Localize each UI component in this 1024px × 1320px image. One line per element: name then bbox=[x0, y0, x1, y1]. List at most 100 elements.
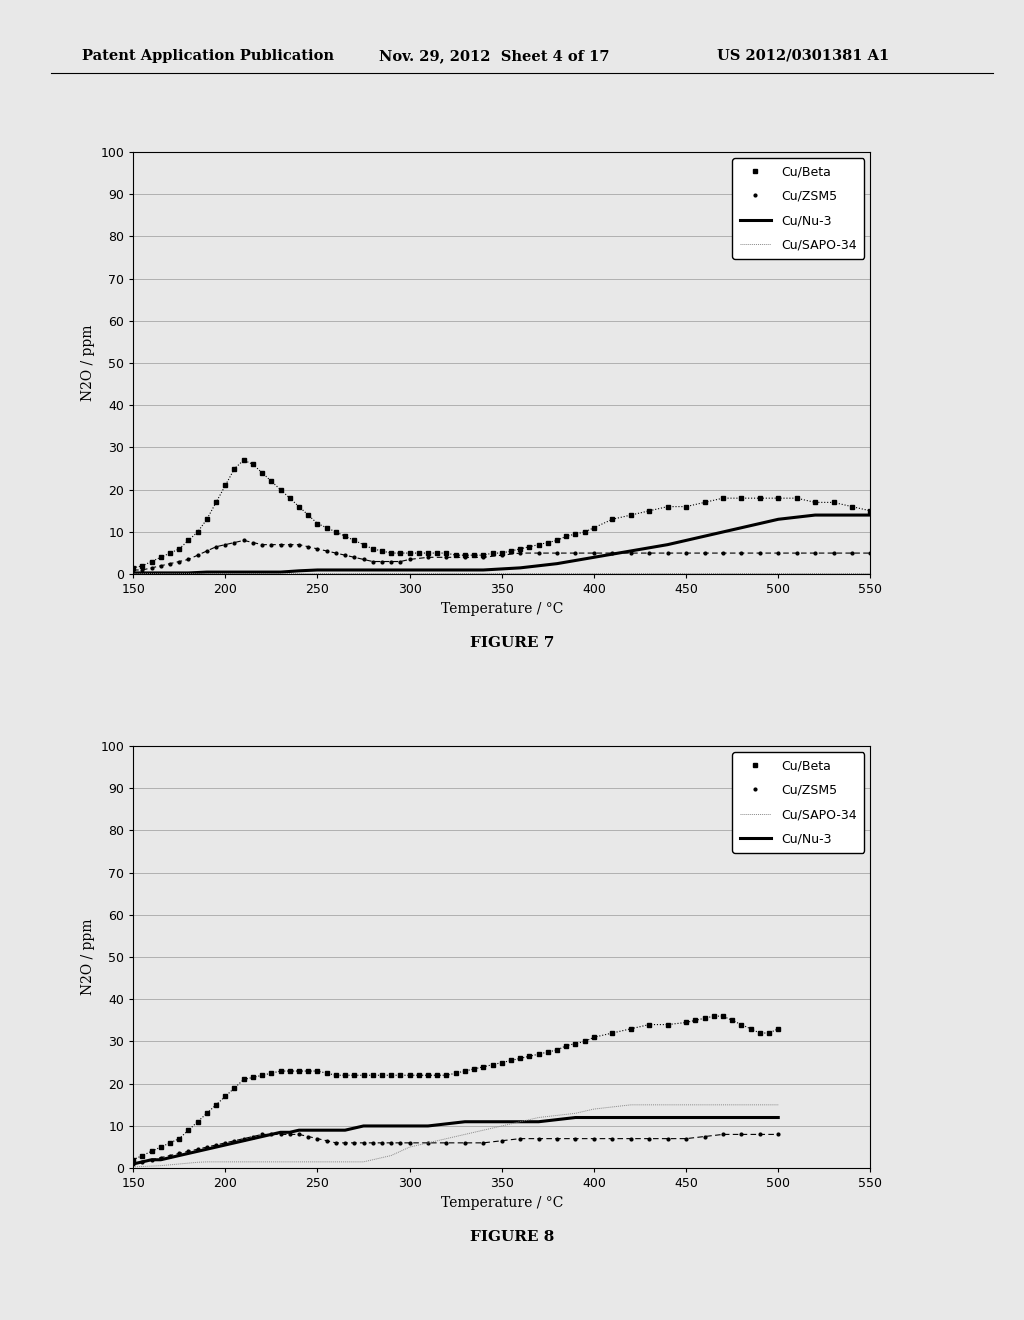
Cu/Nu-3 bbox=[403, 562, 416, 578]
Cu/ZSM5 bbox=[274, 1126, 287, 1142]
Cu/SAPO-34 bbox=[551, 565, 563, 581]
Cu/Nu-3 bbox=[551, 556, 563, 572]
Cu/SAPO-34 bbox=[754, 1097, 766, 1113]
X-axis label: Temperature / °C: Temperature / °C bbox=[440, 1196, 563, 1210]
Cu/SAPO-34 bbox=[791, 565, 803, 581]
Cu/SAPO-34 bbox=[265, 1154, 278, 1170]
Cu/SAPO-34 bbox=[127, 1159, 139, 1175]
Cu/SAPO-34 bbox=[201, 565, 213, 581]
Cu/Nu-3 bbox=[330, 562, 342, 578]
Cu/Beta bbox=[173, 541, 185, 557]
Cu/Nu-3 bbox=[754, 1110, 766, 1126]
Cu/Beta bbox=[772, 1020, 784, 1036]
Cu/SAPO-34 bbox=[662, 565, 674, 581]
Cu/SAPO-34 bbox=[698, 565, 711, 581]
Cu/SAPO-34 bbox=[606, 565, 618, 581]
Cu/Nu-3 bbox=[735, 520, 748, 536]
Cu/SAPO-34 bbox=[588, 565, 600, 581]
Cu/Beta bbox=[708, 1008, 720, 1024]
Cu/ZSM5 bbox=[256, 1126, 268, 1142]
Cu/SAPO-34 bbox=[274, 1154, 287, 1170]
Cu/Nu-3 bbox=[385, 562, 397, 578]
Line: Cu/Beta: Cu/Beta bbox=[131, 1014, 780, 1162]
Cu/SAPO-34 bbox=[643, 565, 655, 581]
Cu/Nu-3 bbox=[228, 1135, 241, 1151]
Cu/SAPO-34 bbox=[477, 565, 489, 581]
Cu/ZSM5 bbox=[864, 545, 877, 561]
Line: Cu/SAPO-34: Cu/SAPO-34 bbox=[133, 1105, 778, 1167]
Cu/Nu-3 bbox=[864, 507, 877, 523]
Cu/ZSM5 bbox=[772, 1126, 784, 1142]
Cu/Beta bbox=[311, 1063, 324, 1078]
Cu/Nu-3 bbox=[588, 549, 600, 565]
Cu/ZSM5 bbox=[136, 562, 148, 578]
Cu/Nu-3 bbox=[514, 1114, 526, 1130]
Line: Cu/ZSM5: Cu/ZSM5 bbox=[130, 1131, 781, 1167]
Cu/ZSM5 bbox=[532, 1131, 545, 1147]
Cu/SAPO-34 bbox=[293, 565, 305, 581]
Cu/ZSM5 bbox=[496, 548, 508, 564]
Cu/Nu-3 bbox=[846, 507, 858, 523]
Cu/ZSM5 bbox=[321, 543, 333, 558]
Cu/SAPO-34 bbox=[846, 565, 858, 581]
Cu/SAPO-34 bbox=[219, 565, 231, 581]
Cu/Beta bbox=[791, 490, 803, 506]
Cu/Beta bbox=[173, 1131, 185, 1147]
Cu/Beta bbox=[385, 1068, 397, 1084]
Cu/SAPO-34 bbox=[735, 565, 748, 581]
Cu/Nu-3 bbox=[219, 564, 231, 579]
Cu/SAPO-34 bbox=[809, 565, 821, 581]
Cu/Nu-3 bbox=[182, 565, 195, 581]
Cu/SAPO-34 bbox=[625, 565, 637, 581]
Cu/Nu-3 bbox=[127, 565, 139, 581]
Cu/Beta bbox=[735, 1016, 748, 1032]
Line: Cu/Beta: Cu/Beta bbox=[131, 458, 872, 570]
Cu/Nu-3 bbox=[698, 528, 711, 544]
Cu/ZSM5 bbox=[440, 549, 453, 565]
Cu/Beta bbox=[321, 520, 333, 536]
Cu/Beta bbox=[394, 545, 407, 561]
Text: Patent Application Publication: Patent Application Publication bbox=[82, 49, 334, 63]
Cu/SAPO-34 bbox=[256, 565, 268, 581]
Cu/SAPO-34 bbox=[496, 565, 508, 581]
Cu/ZSM5 bbox=[127, 1156, 139, 1172]
Cu/Beta bbox=[284, 490, 296, 506]
Cu/SAPO-34 bbox=[422, 565, 434, 581]
Cu/Beta bbox=[274, 1063, 287, 1078]
Cu/ZSM5 bbox=[754, 1126, 766, 1142]
Cu/Nu-3 bbox=[201, 564, 213, 579]
Cu/SAPO-34 bbox=[569, 565, 582, 581]
Cu/SAPO-34 bbox=[228, 1154, 241, 1170]
Cu/SAPO-34 bbox=[182, 565, 195, 581]
Cu/ZSM5 bbox=[238, 532, 250, 548]
Cu/SAPO-34 bbox=[440, 565, 453, 581]
Cu/Nu-3 bbox=[293, 562, 305, 578]
Cu/ZSM5 bbox=[477, 1135, 489, 1151]
X-axis label: Temperature / °C: Temperature / °C bbox=[440, 602, 563, 616]
Cu/SAPO-34 bbox=[238, 565, 250, 581]
Cu/Nu-3 bbox=[274, 1125, 287, 1140]
Legend: Cu/Beta, Cu/ZSM5, Cu/Nu-3, Cu/SAPO-34: Cu/Beta, Cu/ZSM5, Cu/Nu-3, Cu/SAPO-34 bbox=[732, 158, 864, 259]
Legend: Cu/Beta, Cu/ZSM5, Cu/SAPO-34, Cu/Nu-3: Cu/Beta, Cu/ZSM5, Cu/SAPO-34, Cu/Nu-3 bbox=[732, 752, 864, 853]
Cu/Nu-3 bbox=[311, 562, 324, 578]
Line: Cu/ZSM5: Cu/ZSM5 bbox=[130, 537, 873, 573]
Cu/SAPO-34 bbox=[459, 565, 471, 581]
Cu/SAPO-34 bbox=[717, 565, 729, 581]
Cu/SAPO-34 bbox=[459, 1126, 471, 1142]
Cu/Beta bbox=[625, 507, 637, 523]
Cu/SAPO-34 bbox=[514, 1114, 526, 1130]
Cu/Nu-3 bbox=[477, 562, 489, 578]
Cu/Beta bbox=[864, 503, 877, 519]
Cu/SAPO-34 bbox=[532, 565, 545, 581]
Cu/SAPO-34 bbox=[754, 565, 766, 581]
Cu/Nu-3 bbox=[348, 562, 360, 578]
Cu/SAPO-34 bbox=[827, 565, 840, 581]
Cu/SAPO-34 bbox=[385, 565, 397, 581]
Cu/Beta bbox=[127, 560, 139, 576]
Text: US 2012/0301381 A1: US 2012/0301381 A1 bbox=[717, 49, 889, 63]
Y-axis label: N2O / ppm: N2O / ppm bbox=[81, 919, 94, 995]
Cu/ZSM5 bbox=[127, 562, 139, 578]
Text: FIGURE 8: FIGURE 8 bbox=[470, 1230, 554, 1245]
Text: Nov. 29, 2012  Sheet 4 of 17: Nov. 29, 2012 Sheet 4 of 17 bbox=[379, 49, 609, 63]
Cu/SAPO-34 bbox=[514, 565, 526, 581]
